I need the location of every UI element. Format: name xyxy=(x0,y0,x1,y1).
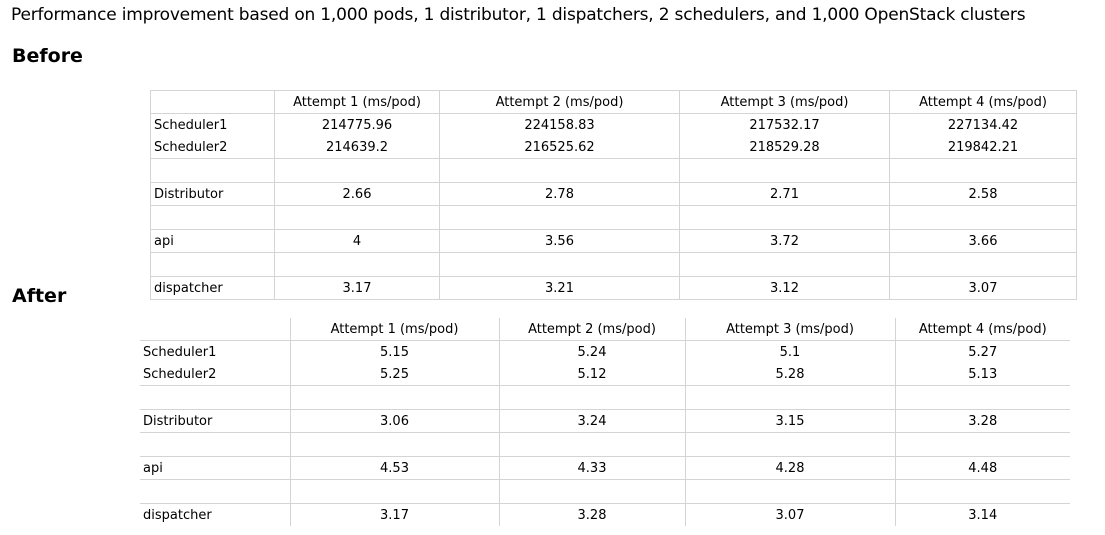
table-row: dispatcher 3.17 3.28 3.07 3.14 xyxy=(140,503,1070,526)
row-label: Scheduler2 xyxy=(150,136,275,159)
table-cell: 4.48 xyxy=(894,456,1070,480)
table-cell: 227134.42 xyxy=(889,113,1077,136)
spacer-row xyxy=(150,205,1077,230)
spacer-row xyxy=(140,432,1070,457)
row-label: dispatcher xyxy=(150,276,275,300)
table-cell: 3.07 xyxy=(889,276,1077,300)
table-cell: 217532.17 xyxy=(679,113,890,136)
table-cell: 4.53 xyxy=(289,456,499,480)
spacer-row xyxy=(140,385,1070,410)
table-cell: 218529.28 xyxy=(679,136,890,159)
table-header-row: Attempt 1 (ms/pod) Attempt 2 (ms/pod) At… xyxy=(140,318,1070,341)
table-cell: 5.27 xyxy=(894,340,1070,363)
table-cell: 5.1 xyxy=(684,340,895,363)
table-cell: 2.58 xyxy=(889,182,1077,206)
table-cell: 219842.21 xyxy=(889,136,1077,159)
table-row: Scheduler2 5.25 5.12 5.28 5.13 xyxy=(140,363,1070,386)
table-cell: 3.07 xyxy=(684,503,895,526)
table-cell: 5.25 xyxy=(289,363,499,386)
table-cell: 3.28 xyxy=(894,409,1070,433)
table-cell: 3.56 xyxy=(439,229,680,253)
row-label: Scheduler1 xyxy=(150,113,275,136)
table-cell: 4.33 xyxy=(498,456,685,480)
column-header: Attempt 3 (ms/pod) xyxy=(679,90,890,114)
table-row: Distributor 2.66 2.78 2.71 2.58 xyxy=(150,182,1077,206)
column-header: Attempt 4 (ms/pod) xyxy=(894,318,1070,341)
table-cell: 5.24 xyxy=(498,340,685,363)
table-corner-cell xyxy=(140,318,290,341)
row-label: Scheduler2 xyxy=(140,363,290,386)
table-cell: 3.17 xyxy=(289,503,499,526)
spacer-row xyxy=(140,479,1070,504)
after-heading: After xyxy=(12,285,67,307)
before-heading: Before xyxy=(12,45,83,67)
table-cell: 2.66 xyxy=(274,182,440,206)
column-header: Attempt 1 (ms/pod) xyxy=(274,90,440,114)
table-cell: 3.12 xyxy=(679,276,890,300)
spacer-row xyxy=(150,158,1077,183)
table-cell: 5.13 xyxy=(894,363,1070,386)
table-row: Distributor 3.06 3.24 3.15 3.28 xyxy=(140,409,1070,433)
table-header-row: Attempt 1 (ms/pod) Attempt 2 (ms/pod) At… xyxy=(150,90,1077,114)
table-cell: 5.28 xyxy=(684,363,895,386)
row-label: Distributor xyxy=(150,182,275,206)
column-header: Attempt 2 (ms/pod) xyxy=(498,318,685,341)
table-cell: 3.17 xyxy=(274,276,440,300)
spacer-row xyxy=(150,252,1077,277)
table-cell: 4 xyxy=(274,229,440,253)
table-cell: 3.28 xyxy=(498,503,685,526)
table-row: Scheduler1 5.15 5.24 5.1 5.27 xyxy=(140,340,1070,363)
table-row: Scheduler2 214639.2 216525.62 218529.28 … xyxy=(150,136,1077,159)
column-header: Attempt 2 (ms/pod) xyxy=(439,90,680,114)
table-cell: 4.28 xyxy=(684,456,895,480)
row-label: Scheduler1 xyxy=(143,344,217,360)
table-cell: 5.15 xyxy=(289,340,499,363)
table-cell: 5.12 xyxy=(498,363,685,386)
table-cell: 216525.62 xyxy=(439,136,680,159)
table-row: Scheduler1 214775.96 224158.83 217532.17… xyxy=(150,113,1077,136)
table-row: api 4.53 4.33 4.28 4.48 xyxy=(140,456,1070,480)
table-cell: 214775.96 xyxy=(274,113,440,136)
before-table: Attempt 1 (ms/pod) Attempt 2 (ms/pod) At… xyxy=(150,90,1077,300)
column-header: Attempt 4 (ms/pod) xyxy=(889,90,1077,114)
table-row: dispatcher 3.17 3.21 3.12 3.07 xyxy=(150,276,1077,300)
column-header: Attempt 1 (ms/pod) xyxy=(289,318,499,341)
table-cell: 2.78 xyxy=(439,182,680,206)
row-label: dispatcher xyxy=(143,507,212,523)
table-corner-cell xyxy=(150,90,275,114)
table-cell: 214639.2 xyxy=(274,136,440,159)
table-cell: 3.24 xyxy=(498,409,685,433)
after-table: Attempt 1 (ms/pod) Attempt 2 (ms/pod) At… xyxy=(140,318,1070,526)
table-cell: 3.06 xyxy=(289,409,499,433)
table-row: api 4 3.56 3.72 3.66 xyxy=(150,229,1077,253)
table-cell: 224158.83 xyxy=(439,113,680,136)
row-label: api xyxy=(140,456,290,480)
row-label: api xyxy=(150,229,275,253)
table-cell: 2.71 xyxy=(679,182,890,206)
table-cell: 3.21 xyxy=(439,276,680,300)
table-cell: 3.72 xyxy=(679,229,890,253)
column-header: Attempt 3 (ms/pod) xyxy=(684,318,895,341)
page-title: Performance improvement based on 1,000 p… xyxy=(11,5,1026,25)
row-label: Distributor xyxy=(140,409,290,433)
table-cell: 3.66 xyxy=(889,229,1077,253)
table-cell: 3.14 xyxy=(894,503,1070,526)
table-cell: 3.15 xyxy=(684,409,895,433)
